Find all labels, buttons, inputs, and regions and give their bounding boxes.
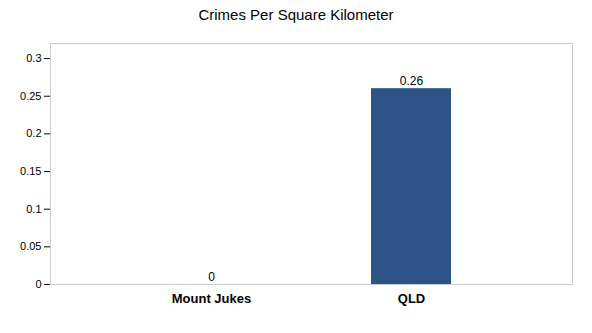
svg-text:0.15: 0.15	[20, 165, 41, 177]
svg-text:QLD: QLD	[398, 291, 425, 306]
svg-text:Mount Jukes: Mount Jukes	[172, 291, 251, 306]
svg-text:0.3: 0.3	[26, 52, 41, 64]
svg-text:0.25: 0.25	[20, 90, 41, 102]
svg-text:0.2: 0.2	[26, 127, 41, 139]
svg-text:0: 0	[208, 270, 215, 284]
svg-text:0.1: 0.1	[26, 203, 41, 215]
html-text:Crimes Per Square Kilometer: Crimes Per Square Kilometer	[198, 6, 394, 23]
svg-text:0.05: 0.05	[20, 240, 41, 252]
svg-text:0.26: 0.26	[400, 74, 424, 88]
svg-text:0: 0	[35, 278, 41, 290]
